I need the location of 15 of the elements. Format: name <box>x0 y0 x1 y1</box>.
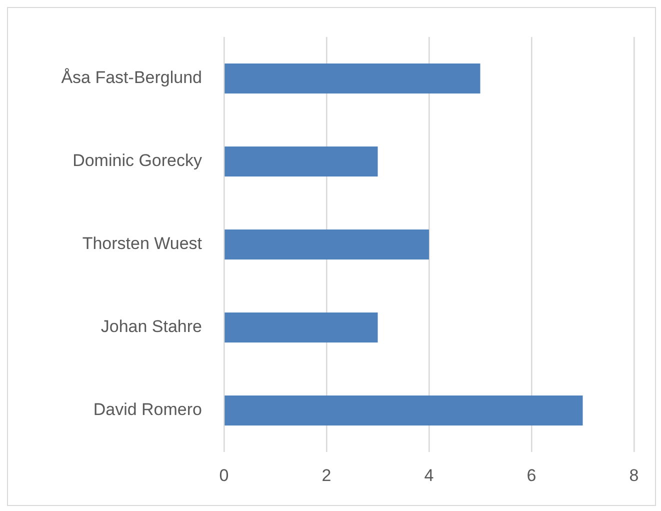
x-tick-label: 4 <box>424 466 434 485</box>
y-tick-label: Thorsten Wuest <box>82 234 202 254</box>
y-tick-label: Johan Stahre <box>100 317 202 336</box>
x-tick-label: 8 <box>629 466 639 485</box>
y-tick-label: Dominic Gorecky <box>72 151 202 170</box>
bar <box>224 312 378 342</box>
bar <box>224 230 429 260</box>
bar <box>224 146 378 176</box>
bar <box>224 396 583 426</box>
x-tick-label: 2 <box>322 466 332 485</box>
y-tick-label: Åsa Fast-Berglund <box>61 68 202 88</box>
x-tick-label: 6 <box>526 466 536 485</box>
x-tick-label: 0 <box>219 466 229 485</box>
y-tick-label: David Romero <box>93 400 202 420</box>
bar <box>224 64 480 94</box>
